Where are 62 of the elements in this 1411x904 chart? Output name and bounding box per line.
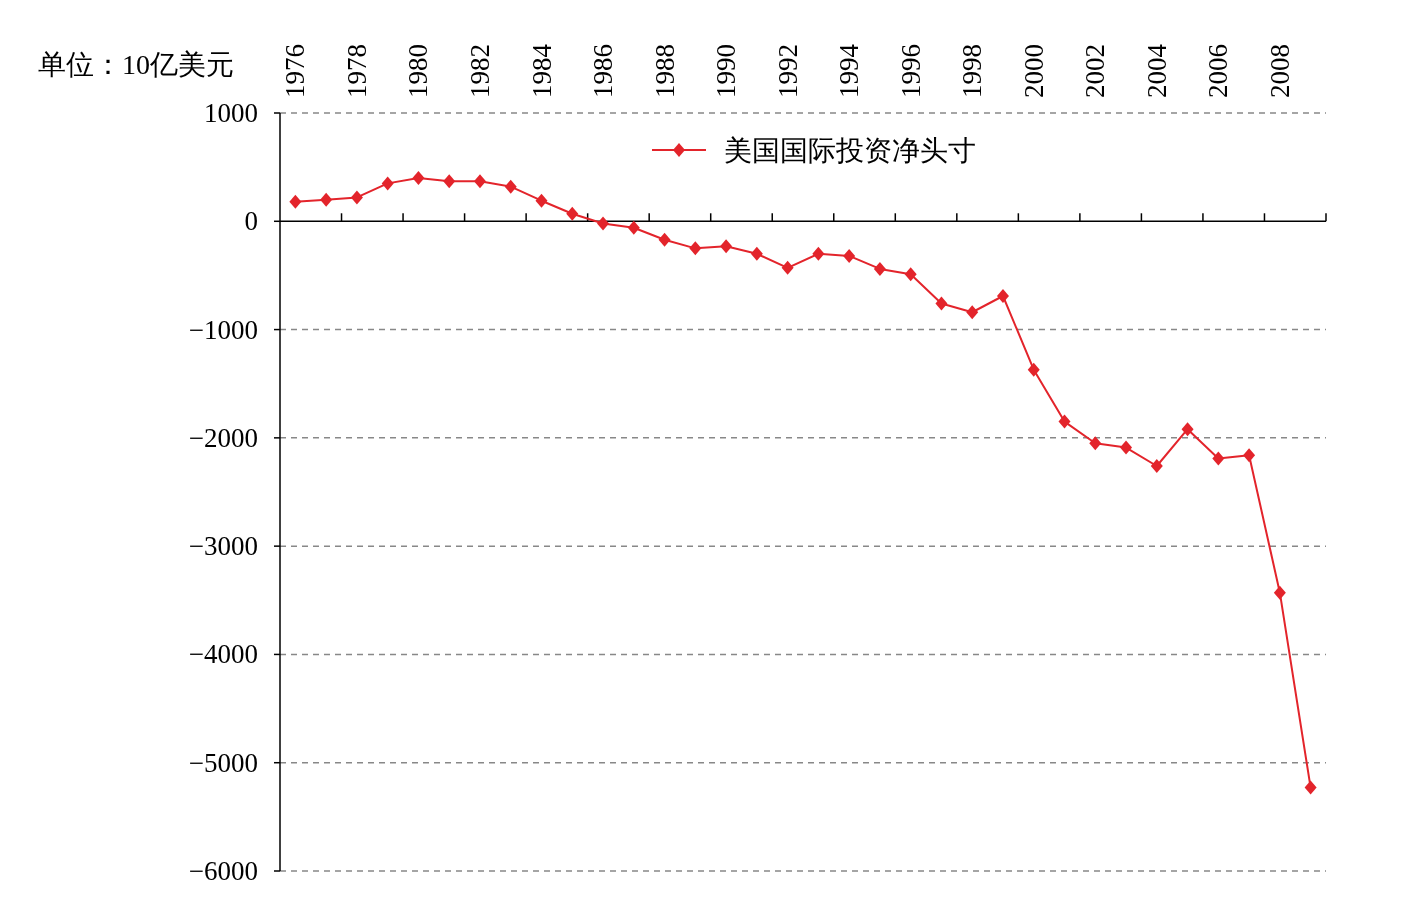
x-tick-label: 1976 (280, 44, 311, 98)
x-tick-label: 1988 (649, 44, 680, 98)
y-tick-label: −4000 (188, 639, 258, 670)
point (627, 220, 640, 235)
point (812, 246, 825, 261)
x-tick-label: 1986 (588, 44, 619, 98)
point (935, 296, 948, 311)
point (535, 193, 548, 208)
y-axis-title: 单位：10亿美元 (38, 49, 234, 80)
point (720, 239, 733, 254)
point (350, 190, 363, 205)
x-tick-label: 1982 (464, 44, 495, 98)
x-tick-label: 2004 (1141, 43, 1172, 98)
point (412, 170, 425, 185)
y-tick-label: 1000 (204, 98, 258, 128)
x-tick-label: 1998 (957, 44, 988, 98)
point (289, 194, 302, 209)
point (443, 174, 456, 189)
point (658, 232, 671, 247)
point (689, 241, 702, 256)
point (1212, 451, 1225, 466)
point (904, 267, 917, 282)
x-tick-label: 1978 (341, 44, 372, 98)
point (597, 216, 610, 231)
legend-label: 美国国际投资净头寸 (724, 135, 976, 166)
point (750, 246, 763, 261)
point (320, 192, 333, 207)
x-tick-label: 1990 (711, 44, 742, 98)
point (1150, 459, 1163, 474)
point (873, 261, 886, 276)
point (1089, 436, 1102, 451)
point (1120, 440, 1133, 455)
point (781, 260, 794, 275)
point (1181, 422, 1194, 437)
y-tick-label: −1000 (188, 314, 258, 345)
x-tick-label: 1980 (403, 44, 434, 98)
x-tick-label: 2002 (1080, 44, 1111, 98)
x-tick-label: 1994 (834, 43, 865, 98)
x-tick-label: 2008 (1264, 44, 1295, 98)
point (1243, 448, 1256, 463)
point (566, 206, 579, 221)
point (966, 305, 979, 320)
x-tick-label: 2006 (1203, 44, 1234, 98)
point (504, 179, 517, 194)
y-tick-label: −6000 (188, 856, 258, 886)
legend: 美国国际投资净头寸 (651, 135, 976, 166)
point (1058, 414, 1071, 429)
x-tick-label: 1996 (895, 44, 926, 98)
y-tick-label: 0 (244, 206, 258, 237)
x-tick-label: 1992 (772, 44, 803, 98)
point (1027, 362, 1040, 377)
point (1304, 780, 1317, 795)
point (473, 174, 486, 189)
point (843, 248, 856, 263)
point (1273, 585, 1286, 600)
point (996, 289, 1009, 303)
y-tick-label: −3000 (188, 531, 258, 562)
x-tick-label: 1984 (526, 43, 557, 98)
y-tick-label: −5000 (188, 747, 258, 778)
point (381, 176, 394, 191)
x-tick-label: 2000 (1018, 44, 1049, 98)
y-tick-label: −2000 (188, 422, 258, 453)
